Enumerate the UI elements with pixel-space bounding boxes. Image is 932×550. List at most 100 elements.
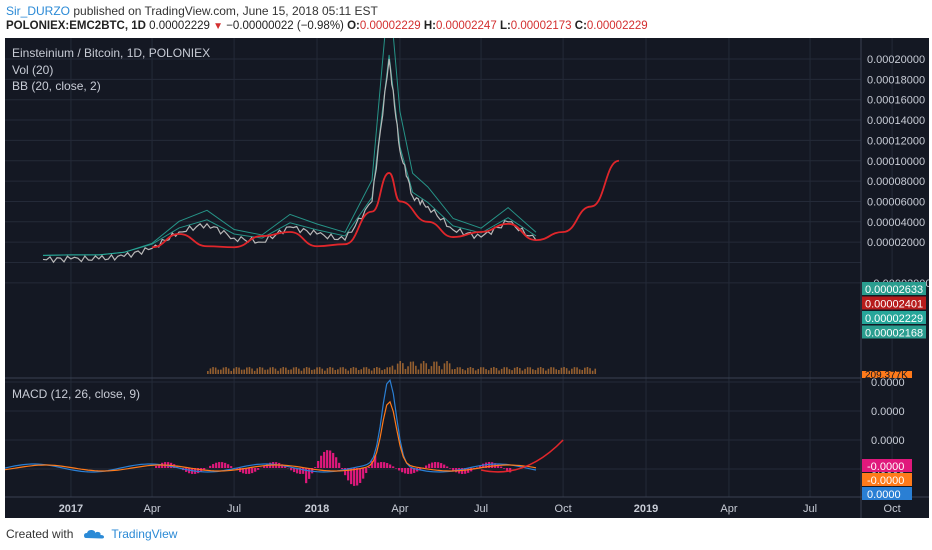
macd-histogram-bar (491, 462, 494, 468)
macd-axis: 0.00000.00000.00000.0000-0.0000-0.00000.… (862, 377, 912, 501)
volume-bar (402, 363, 404, 374)
macd-histogram-bar (293, 468, 296, 473)
macd-histogram-bar (362, 468, 365, 479)
chart-title: Einsteinium / Bitcoin, 1D, POLONIEX (12, 46, 210, 60)
volume-bar (331, 367, 334, 374)
price-label: 0.00002401 (865, 299, 923, 311)
volume-bar (313, 369, 316, 374)
volume-bar (272, 367, 274, 374)
volume-bar (552, 367, 555, 374)
volume-bar (581, 369, 584, 374)
volume-label: 209.377K (865, 370, 908, 381)
symbol-line: POLONIEX:EMC2BTC, 1D 0.00002229 ▼ −0.000… (6, 20, 648, 32)
macd-histogram-bar (344, 468, 347, 476)
price-axis-tick-label: 0.00002000 (867, 237, 925, 249)
low-label: L: (499, 20, 511, 32)
volume-bar (542, 368, 545, 374)
volume-bar (550, 367, 552, 374)
volume-bar (344, 368, 347, 374)
volume-bar (430, 366, 433, 374)
volume-bar (207, 371, 209, 374)
price-axis-tick-label: 0.00008000 (867, 176, 925, 188)
volume-bar (568, 370, 571, 374)
publisher-username[interactable]: Sir_DURZO (6, 4, 71, 18)
volume-bar (594, 368, 597, 374)
open-label: O: (347, 20, 360, 32)
macd-histogram-bar (413, 468, 416, 473)
volume-bar (490, 367, 493, 374)
time-axis-tick-label: Oct (555, 503, 572, 515)
volume-bar (526, 367, 529, 374)
volume-bar (563, 367, 565, 374)
price-label-box (862, 296, 926, 310)
volume-bar (560, 367, 563, 374)
volume-bar (212, 367, 214, 374)
chart-area[interactable]: 0.00020000 0.00018000 0.00016000 0.00014000… (4, 0, 932, 518)
volume-bar (443, 363, 446, 374)
volume-label-box (862, 371, 912, 378)
volume-bar (573, 367, 576, 374)
volume-bar (295, 367, 298, 374)
high-label: H: (423, 20, 436, 32)
volume-bar (240, 369, 243, 374)
volume-bar (529, 367, 532, 374)
macd-histogram-bar (335, 457, 338, 468)
macd-histogram-bar (302, 468, 305, 474)
macd-histogram-bar (425, 465, 428, 468)
time-axis-tick-label: Jul (474, 503, 488, 515)
macd-histogram-bar (305, 468, 308, 484)
volume-bar (279, 368, 282, 374)
macd-histogram-bar (248, 468, 251, 474)
time-axis-tick-label: 2018 (305, 503, 329, 515)
forecast-line (151, 159, 620, 249)
low-value: 0.00002173 (510, 20, 572, 32)
volume-bar (274, 368, 277, 374)
macd-histogram-bar (230, 466, 233, 468)
volume-bar (365, 367, 368, 374)
vol-legend[interactable]: Vol (20) (12, 63, 53, 77)
volume-bar (238, 367, 240, 374)
volume-bar (303, 368, 305, 374)
volume-bar (448, 363, 451, 374)
volume-bar (433, 361, 435, 374)
volume-bar (415, 365, 417, 374)
volume-bar (461, 369, 464, 374)
volume-bar (355, 367, 357, 374)
volume-bar (420, 363, 422, 374)
volume-bar (248, 367, 251, 374)
macd-histogram-bar (242, 468, 245, 474)
macd-histogram-bar (284, 466, 287, 468)
volume-bar (576, 367, 578, 374)
volume-bar (261, 367, 264, 374)
macd-histogram-bar (320, 455, 323, 468)
tradingview-link[interactable]: TradingView (111, 527, 178, 541)
price-labels: 0.00002633 0.00002401 0.00002229 0.00002168… (862, 282, 926, 381)
time-axis[interactable]: 2017 Apr Jul 2018 Apr Jul Oct 2019 Apr Jul Oct (59, 503, 901, 515)
open-value: 0.00002229 (359, 20, 421, 32)
volume-bar (441, 369, 443, 374)
volume-bar (394, 369, 396, 374)
macd-label: -0.0000 (867, 475, 904, 487)
macd-histogram-bar (446, 466, 449, 468)
macd-legend[interactable]: MACD (12, 26, close, 9) (12, 387, 140, 401)
signal-line (4, 400, 537, 472)
volume-bar (381, 370, 383, 374)
macd-forecast-line (480, 439, 564, 473)
volume-bar (352, 367, 355, 374)
price-axis-tick-label: 0.00012000 (867, 135, 925, 147)
publisher-line: Sir_DURZO published on TradingView.com, … (6, 4, 378, 18)
volume-bar (251, 368, 253, 374)
macd-histogram-bar (437, 462, 440, 468)
time-axis-tick-label: 2017 (59, 503, 83, 515)
macd-histogram-bar (464, 468, 467, 474)
macd-histogram-bar (476, 467, 479, 468)
price-axis-tick-label: 0.00016000 (867, 95, 925, 107)
chart-svg[interactable]: 0.00020000 0.00018000 0.00016000 0.00014000… (4, 0, 932, 518)
macd-histogram-bar (326, 450, 329, 468)
price-label: 0.00002168 (865, 328, 923, 340)
bb-lower-band (42, 54, 537, 256)
macd-histogram-bar (197, 468, 200, 474)
bb-legend[interactable]: BB (20, close, 2) (12, 79, 101, 93)
macd-histogram-bar (392, 466, 395, 468)
volume-bar (407, 366, 409, 374)
